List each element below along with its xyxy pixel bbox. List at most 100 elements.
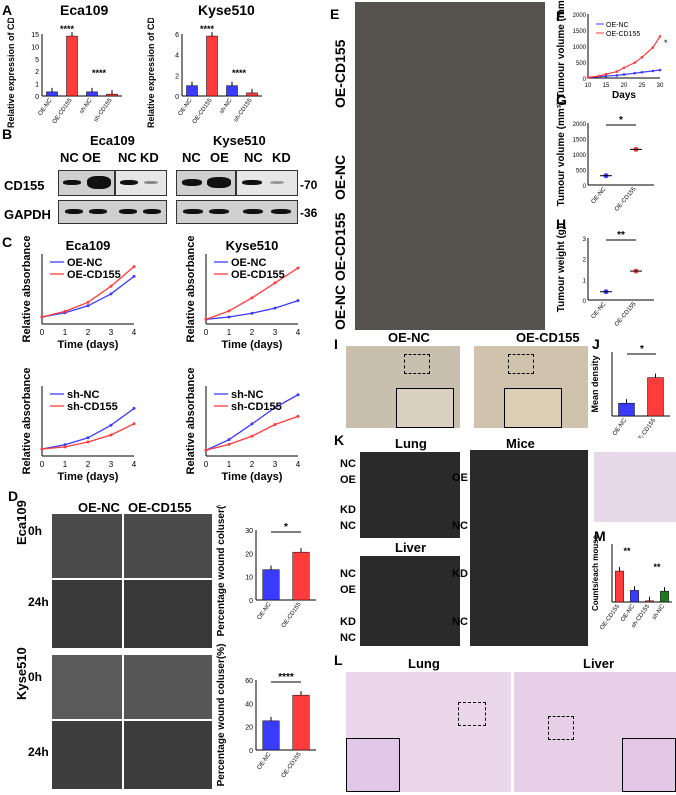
data-point [227,438,231,442]
chart-title: Eca109 [66,238,111,253]
x-tick-label: 0 [40,328,45,337]
x-tick-label: sh-NC [651,603,666,621]
k-liver-row: NC [340,632,356,644]
legend-label: sh-NC [231,389,263,401]
panel-a-chart: Relative expression of CD155 0 1 2 5 10 15 OE-N… [6,18,262,128]
significance-mark: ** [623,546,631,556]
legend-label: OE-CD155 [67,269,121,281]
blot-band [207,177,231,188]
data-point [63,443,67,447]
panel-j-chart: Mean density OE-NC OE-CD155 * [590,344,670,438]
bar [46,91,58,97]
x-tick-label: 3 [109,460,114,469]
panel-c-chart: Eca109 Relative absorbance Time (days) 0 1 2 3… [21,236,301,483]
wound-row-24h: 24h [28,595,49,609]
x-tick-label: OE-CD155 [614,186,638,213]
x-tick-label: 25 [639,83,646,89]
blot-band [243,209,263,214]
panel-d-label: D [8,488,19,504]
blot-band [270,181,284,184]
legend-label: sh-CD155 [67,401,118,413]
legend-label: OE-NC [67,257,103,269]
data-point [109,433,113,437]
data-point [109,284,113,288]
blot-lane-label: KD [140,150,159,165]
y-tick-label: 1 [35,82,39,89]
blot-band [119,209,137,214]
blot-kyse-cd155-oe [176,170,236,196]
blot-eca-gapdh [58,200,167,224]
zoom-inset [396,388,454,428]
k-mice-row: OE [452,472,468,484]
data-point [640,70,644,74]
y-axis-label: Mean density [590,355,600,412]
y-axis-label: Counts/each mouse [591,534,600,611]
k-lung-title: Lung [395,436,427,451]
data-point [604,72,608,76]
panel-i-label: I [334,336,338,352]
data-point [86,440,90,444]
bar [186,85,198,97]
data-point [63,445,67,449]
k-liver-row: NC [340,568,356,580]
significance-mark: * [664,38,668,48]
y-tick-label: 0 [249,748,253,755]
mice-label-oe-cd155: OE-CD155 [332,39,348,108]
x-tick-label: OE-NC [257,601,273,621]
significance-mark: **** [278,672,294,683]
panel-a-label: A [2,2,13,18]
panel-e-label: E [330,6,340,22]
mice-label-oe-nc: OE-NC [332,154,348,200]
y-axis-label: Relative absorbance [185,236,197,343]
y-axis-label: Relative expression of CD155 [6,18,16,128]
blot-lane-label: NC [244,150,263,165]
bar [618,402,635,417]
wound-row-0h: 0h [28,670,43,684]
mw-70: -70 [300,178,318,192]
data-point [633,71,637,75]
panel-g-label: G [556,92,567,108]
x-tick-label: 4 [132,328,137,337]
wound-row-24h: 24h [28,745,49,759]
panel-f-label: F [556,8,565,24]
y-axis-label: Percentage wound coluser(%) [216,644,227,787]
bar [630,590,639,603]
l-liver-title: Liver [583,656,615,671]
bar [647,377,664,417]
x-tick-label: 2 [86,460,91,469]
y-tick-label: 1500 [573,29,587,35]
ihc-image [474,346,588,428]
y-tick-label: 2 [583,258,587,264]
panel-b-right-title: Kyse510 [213,133,266,148]
blot-kyse-gapdh [176,200,298,224]
x-tick-label: sh-CD155 [233,97,254,123]
data-point [615,70,619,73]
blot-band [242,180,262,185]
blot-band [209,209,229,214]
panel-k-label: K [334,432,345,448]
y-tick-label: 0 [35,94,39,101]
data-point [109,423,113,427]
y-tick-label: 10 [31,44,39,51]
significance-mark: **** [60,24,75,34]
wound-image [124,721,212,789]
chart-title: Kyse510 [226,238,279,253]
wound-cell-eca109: Eca109 [14,500,29,545]
blot-band [89,209,107,214]
legend-label: sh-NC [67,389,99,401]
data-point [273,281,277,285]
x-tick-label: OE-CD155 [52,97,74,125]
legend-label: OE-NC [231,257,267,269]
y-tick-label: 0 [583,77,587,83]
data-point [250,296,254,300]
ihc-title-oe-cd155: OE-CD155 [516,330,580,345]
data-point [227,315,231,319]
x-tick-label: 4 [132,460,137,469]
blot-lane-label: NC [118,150,137,165]
bar [615,570,624,603]
k-lung-row: NC [340,520,356,532]
legend-label: OE-NC [606,22,629,29]
x-tick-label: 2 [250,460,255,469]
blot-band [65,209,83,214]
blot-row-gapdh: GAPDH [4,207,51,222]
